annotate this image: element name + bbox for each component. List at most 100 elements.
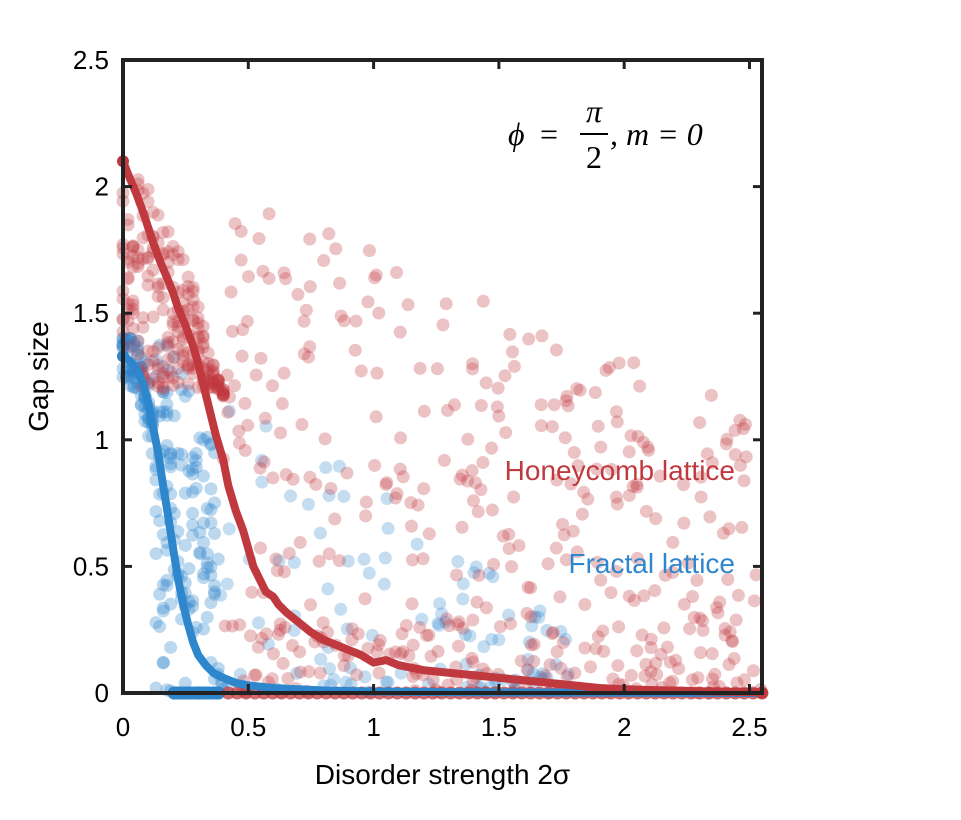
honeycomb-point [389, 491, 403, 505]
honeycomb-point [181, 359, 195, 373]
honeycomb-point [545, 420, 559, 434]
honeycomb-point [216, 387, 230, 401]
honeycomb-point [396, 470, 410, 484]
honeycomb-point [502, 542, 516, 556]
fractal-point [313, 526, 327, 540]
honeycomb-point [240, 314, 254, 328]
honeycomb-point [131, 256, 145, 270]
honeycomb-point [277, 565, 291, 579]
honeycomb-point [476, 456, 490, 470]
honeycomb-point [556, 635, 570, 649]
honeycomb-point [206, 366, 220, 380]
formula-annotation: ϕ = π 2 , m = 0 [508, 93, 703, 175]
honeycomb-point [166, 350, 180, 364]
honeycomb-point [472, 568, 486, 582]
honeycomb-point [642, 443, 656, 457]
honeycomb-point [258, 411, 272, 425]
honeycomb-point [372, 306, 386, 320]
honeycomb-point [649, 512, 663, 526]
honeycomb-point [578, 598, 592, 612]
fractal-point [156, 385, 170, 399]
honeycomb-point [492, 409, 506, 423]
fractal-point [131, 334, 145, 348]
fractal-point [526, 667, 540, 681]
honeycomb-point [146, 354, 160, 368]
honeycomb-point [737, 673, 751, 687]
fractal-point [189, 481, 203, 495]
y-tick-label: 0.5 [73, 551, 109, 581]
honeycomb-point [161, 330, 175, 344]
honeycomb-point [166, 315, 180, 329]
honeycomb-point [696, 623, 710, 637]
honeycomb-point [534, 419, 548, 433]
honeycomb-point [244, 629, 258, 643]
honeycomb-point [191, 316, 205, 330]
honeycomb-point [571, 459, 585, 473]
honeycomb-point [439, 297, 453, 311]
honeycomb-point [329, 242, 343, 256]
honeycomb-point [303, 470, 317, 484]
fractal-point [178, 389, 192, 403]
fractal-point [327, 672, 341, 686]
honeycomb-point [485, 503, 499, 517]
honeycomb-point [181, 377, 195, 391]
honeycomb-point [527, 654, 541, 668]
fractal-point [175, 383, 189, 397]
honeycomb-point [131, 243, 145, 257]
honeycomb-point [370, 366, 384, 380]
honeycomb-point [588, 385, 602, 399]
honeycomb-point [141, 278, 155, 292]
fractal-point [182, 464, 196, 478]
honeycomb-point [359, 509, 373, 523]
honeycomb-point [686, 589, 700, 603]
fractal-point [323, 662, 337, 676]
honeycomb-point [417, 482, 431, 496]
honeycomb-point [332, 554, 346, 568]
honeycomb-point [713, 595, 727, 609]
honeycomb-point [151, 358, 165, 372]
honeycomb-point [151, 280, 165, 294]
fractal-point [431, 616, 445, 630]
fractal-point [482, 566, 496, 580]
fractal-point [533, 604, 547, 618]
honeycomb-point [126, 240, 140, 254]
honeycomb-point [657, 621, 671, 635]
honeycomb-point [151, 208, 165, 222]
honeycomb-point [303, 280, 317, 294]
honeycomb-point [234, 253, 248, 267]
honeycomb-point [317, 254, 331, 268]
honeycomb-point [440, 612, 454, 626]
fractal-point [197, 516, 211, 530]
honeycomb-point [166, 335, 180, 349]
honeycomb-point [546, 625, 560, 639]
honeycomb-point [126, 260, 140, 274]
honeycomb-point [512, 539, 526, 553]
fractal-point [123, 332, 137, 346]
honeycomb-point [470, 595, 484, 609]
honeycomb-point [228, 217, 242, 231]
honeycomb-point [285, 639, 299, 653]
honeycomb-point [146, 263, 160, 277]
fractal-point [540, 623, 554, 637]
honeycomb-point [581, 492, 595, 506]
fractal-point [175, 367, 189, 381]
honeycomb-point [224, 285, 238, 299]
honeycomb-point [303, 232, 317, 246]
honeycomb-point [146, 205, 160, 219]
fractal-point [149, 369, 163, 383]
axis-ticks: 0 0.5 1 1.5 2 2.5 0 0.5 1 1.5 2 2.5 [73, 45, 768, 742]
fractal-point [134, 351, 148, 365]
honeycomb-point [589, 642, 603, 656]
fractal-point [131, 348, 145, 362]
fractal-point [197, 622, 211, 636]
honeycomb-point [273, 623, 287, 637]
fractal-point [549, 658, 563, 672]
fractal-point [220, 577, 234, 591]
honeycomb-point [171, 253, 185, 267]
honeycomb-point [413, 621, 427, 635]
honeycomb-point [345, 622, 359, 636]
honeycomb-point [380, 476, 394, 490]
honeycomb-point [681, 556, 695, 570]
formula-phi: ϕ [508, 116, 525, 152]
